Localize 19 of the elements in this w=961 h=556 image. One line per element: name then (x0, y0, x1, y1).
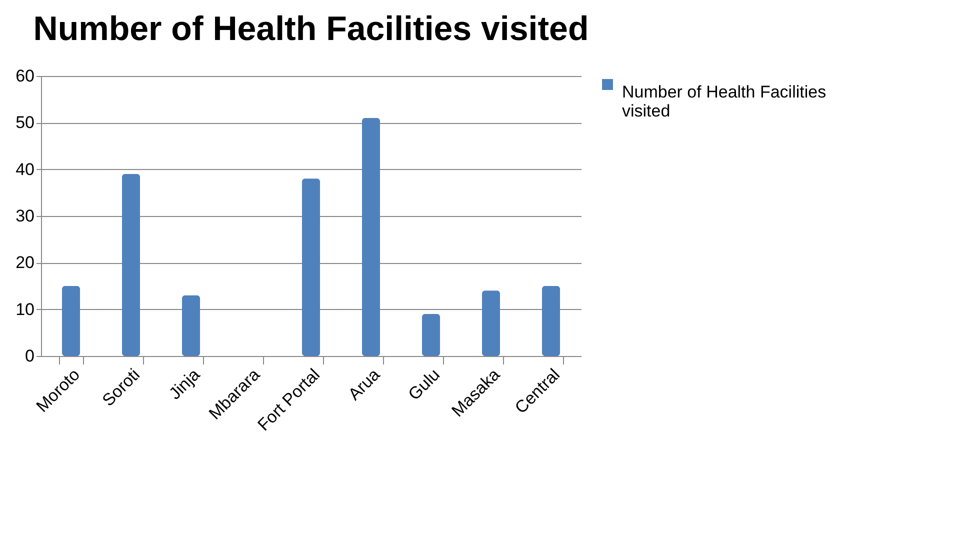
bar (122, 174, 140, 356)
bar (422, 314, 440, 356)
bar (542, 286, 560, 356)
x-tick-label: Gulu (404, 365, 444, 404)
y-tick-label: 0 (25, 346, 34, 366)
y-tick-label: 50 (16, 113, 34, 132)
y-tick-label: 10 (16, 300, 34, 319)
x-tick-label: Jinja (165, 364, 204, 404)
chart-title: Number of Health Facilities visited (33, 10, 589, 48)
legend-label: Number of Health Facilities visited (622, 82, 826, 120)
bar (182, 295, 200, 356)
y-tick-label: 30 (16, 206, 34, 226)
bar (482, 290, 500, 356)
y-tick-label: 20 (16, 253, 34, 272)
bar (362, 118, 380, 356)
bar (302, 178, 320, 356)
y-tick-label: 40 (16, 160, 34, 179)
bar (62, 286, 80, 356)
y-tick-label: 60 (16, 66, 34, 86)
